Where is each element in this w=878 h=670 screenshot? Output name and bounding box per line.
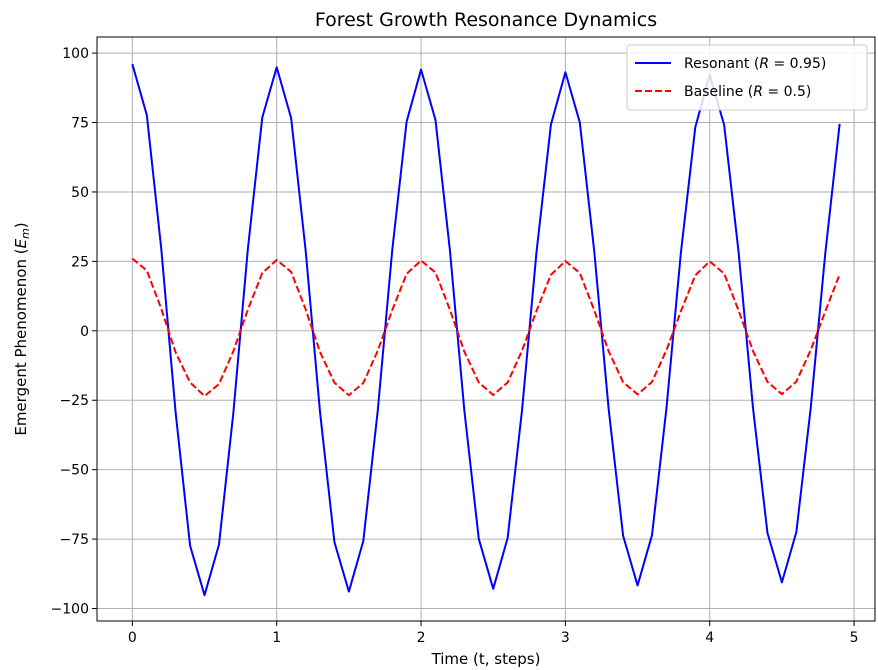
chart-title: Forest Growth Resonance Dynamics <box>315 9 657 31</box>
y-axis: −100 −75 −50 −25 0 25 50 75 100 <box>51 46 97 618</box>
legend-label: Resonant (R = 0.95) <box>684 56 826 72</box>
y-tick-label: −75 <box>59 532 89 548</box>
x-axis: 0 1 2 3 4 5 <box>128 621 859 646</box>
series-layer <box>131 63 841 597</box>
x-tick-label: 5 <box>850 630 859 646</box>
x-axis-label: Time (t, steps) <box>431 650 541 668</box>
y-axis-label: Emergent Phenomenon (Em) <box>12 222 32 435</box>
y-tick-label: 25 <box>71 254 89 270</box>
plot-frame <box>96 36 876 622</box>
y-tick-label: −100 <box>51 602 89 618</box>
y-tick-label: 100 <box>62 46 89 62</box>
legend-box <box>626 44 868 111</box>
x-tick-label: 2 <box>417 630 426 646</box>
y-tick-label: −50 <box>59 463 89 479</box>
y-tick-label: 75 <box>71 116 89 132</box>
legend-label: Baseline (R = 0.5) <box>684 84 811 100</box>
x-tick-label: 4 <box>705 630 714 646</box>
series-baseline-line <box>131 257 841 398</box>
x-tick-label: 0 <box>128 630 137 646</box>
legend: Resonant (R = 0.95) Baseline (R = 0.5) <box>626 44 868 111</box>
x-tick-label: 1 <box>272 630 281 646</box>
x-tick-label: 3 <box>561 630 570 646</box>
y-tick-label: −25 <box>59 393 89 409</box>
series-resonant-line <box>131 63 841 597</box>
y-tick-label: 0 <box>80 324 89 340</box>
y-tick-label: 50 <box>71 185 89 201</box>
